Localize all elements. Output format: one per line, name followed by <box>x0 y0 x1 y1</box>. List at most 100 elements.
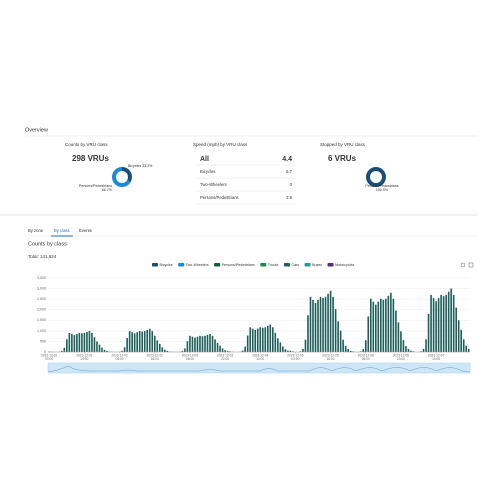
bar <box>445 294 447 352</box>
bar <box>359 351 362 352</box>
bar <box>251 328 254 352</box>
bar <box>372 301 375 352</box>
legend-label[interactable]: Trucks <box>268 263 279 267</box>
expand-icon[interactable] <box>468 262 474 268</box>
legend-swatch[interactable] <box>327 263 334 267</box>
toolbar-icons[interactable] <box>460 262 474 268</box>
bar <box>317 299 319 352</box>
bar <box>390 292 392 352</box>
x-tick-label-line: 2023-12-06 <box>358 353 375 357</box>
bar <box>465 345 468 352</box>
bar <box>214 339 216 352</box>
bar <box>435 301 437 352</box>
y-tick-label: 1,000 <box>37 329 46 333</box>
x-tick-label-line: 12:00 <box>256 357 264 361</box>
legend-swatch[interactable] <box>214 263 221 267</box>
bar <box>136 332 138 352</box>
legend-label[interactable]: Two-Wheelers <box>186 263 209 267</box>
bar <box>88 330 91 352</box>
x-tick-label: 2023-12-02 04:00 <box>111 353 128 361</box>
legend-swatch[interactable] <box>283 263 290 267</box>
bar <box>254 330 257 352</box>
legend-swatch[interactable] <box>178 263 185 267</box>
x-tick-label-line: 2023-12-05 <box>322 353 339 357</box>
y-tick-label: 1,500 <box>37 318 46 322</box>
tab[interactable]: By class <box>54 228 70 233</box>
x-tick-label-line: 2023-12-05 <box>287 353 304 357</box>
bar <box>369 298 372 352</box>
bar <box>380 298 382 352</box>
bar <box>83 332 86 352</box>
bar <box>81 333 83 352</box>
bar <box>322 298 324 352</box>
bar <box>302 348 304 352</box>
bar <box>101 347 103 352</box>
bar <box>163 349 166 352</box>
bar <box>66 339 68 352</box>
bar <box>156 340 159 352</box>
x-tick-label: 2023-12-03 22:00 <box>217 353 234 361</box>
bar <box>432 298 435 352</box>
bar <box>440 294 442 352</box>
bar <box>460 329 463 352</box>
x-tick-label: 2023-12-06 06:00 <box>358 353 375 361</box>
x-tick-label-line: 04:00 <box>116 357 124 361</box>
bar <box>201 336 204 352</box>
bar <box>194 337 196 352</box>
legend-swatch[interactable] <box>260 263 267 267</box>
bar <box>86 331 88 352</box>
bar <box>329 290 332 352</box>
legend-label[interactable]: Persons/Pedestrians <box>222 263 255 267</box>
donut-label-value: 66.7% <box>102 188 113 192</box>
bar <box>153 335 156 352</box>
legend-swatch[interactable] <box>304 263 311 267</box>
legend-label[interactable]: Cars <box>291 263 299 267</box>
bar <box>184 348 186 352</box>
bar <box>442 296 445 352</box>
bar <box>304 339 307 352</box>
bar <box>141 331 144 352</box>
speed-row-label: Bicycles <box>200 169 215 174</box>
bar <box>377 301 380 352</box>
bar <box>420 351 422 352</box>
bar <box>244 346 246 352</box>
refresh-icon[interactable] <box>460 262 466 268</box>
bar <box>339 330 342 352</box>
range-navigator[interactable] <box>47 362 471 374</box>
x-tick-label-line: 2023-12-01 <box>76 353 93 357</box>
legend-swatch[interactable] <box>152 263 158 267</box>
card-total: 6 VRUs <box>328 154 357 163</box>
bar <box>138 331 141 352</box>
donut-label: Persons/Pedestrians 100.0% <box>365 184 398 192</box>
legend-label[interactable]: Motorcycles <box>335 263 354 267</box>
donut-label: Persons/Pedestrians 66.7% <box>79 184 113 192</box>
bar <box>352 351 355 352</box>
speed-row-value: 5.7 <box>286 169 292 174</box>
bar <box>71 334 73 352</box>
bar <box>249 327 252 352</box>
bar <box>123 347 126 352</box>
bar <box>224 350 226 352</box>
tab[interactable]: Events <box>79 228 92 233</box>
bar <box>206 334 209 352</box>
legend-label[interactable]: Buses <box>312 263 322 267</box>
bar <box>186 341 189 352</box>
bar <box>287 350 289 352</box>
donut-segment <box>112 167 132 187</box>
x-tick-label-line: 2023-12-02 <box>147 353 164 357</box>
x-tick-label-line: 2023-12-07 <box>428 353 445 357</box>
x-tick-label: 2023-12-07 10:00 <box>428 353 445 361</box>
bar <box>166 350 169 352</box>
bar <box>63 347 66 352</box>
bar <box>128 331 131 352</box>
bar <box>427 313 430 352</box>
x-tick-label-line: 22:00 <box>221 357 229 361</box>
bar <box>269 324 272 352</box>
card-title: Stopped by VRU class <box>320 142 366 147</box>
x-tick-label-line: 06:00 <box>362 357 370 361</box>
legend-label[interactable]: Bicycles <box>160 263 173 267</box>
bar <box>395 310 397 352</box>
tab[interactable]: By zone <box>28 228 44 233</box>
